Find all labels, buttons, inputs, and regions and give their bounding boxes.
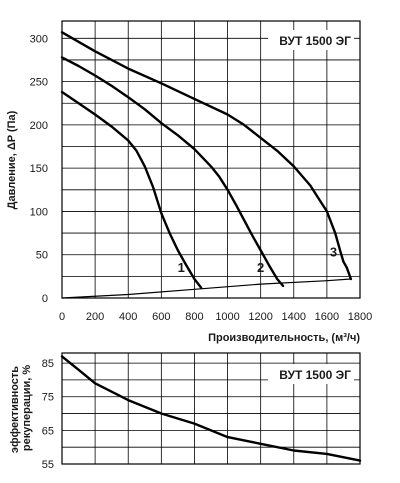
fan-curve-3-line xyxy=(60,31,353,281)
pressure-grid xyxy=(62,21,360,298)
efficiency-y-tick-label: 55 xyxy=(42,459,54,471)
fan-curve-1-line xyxy=(60,90,203,289)
pressure-y-tick-label: 50 xyxy=(36,250,48,262)
pressure-x-tick-label: 200 xyxy=(86,311,104,323)
efficiency-title-box xyxy=(268,364,354,384)
pressure-y-tick-label: 100 xyxy=(30,206,48,218)
pressure-chart: 0 200 400 600 800 1000 1200 1400 1600 1800 050100… xyxy=(6,20,372,344)
pressure-x-tick-label: 800 xyxy=(185,311,203,323)
pressure-x-tick-label: 1200 xyxy=(248,311,272,323)
pressure-y-tick-label: 250 xyxy=(30,77,48,89)
pressure-title-box xyxy=(268,30,354,50)
efficiency-series xyxy=(60,355,362,462)
pressure-series xyxy=(60,31,353,299)
pressure-curve-labels: 1 2 3 xyxy=(178,244,338,275)
pressure-y-tick-label: 150 xyxy=(30,163,48,175)
pressure-x-tick-label: 400 xyxy=(119,311,137,323)
pressure-x-tick-label: 600 xyxy=(152,311,170,323)
pressure-y-ticks: 0 50 100 150 200 250 300 xyxy=(30,33,48,305)
pressure-y-tick-label: 0 xyxy=(42,293,48,305)
pressure-x-tick-label: 1000 xyxy=(215,311,239,323)
pressure-y-tick-label: 300 xyxy=(30,33,48,45)
curve-label-3: 3 xyxy=(330,244,337,259)
efficiency-y-tick-label: 65 xyxy=(42,425,54,437)
pressure-y-tick-label: 200 xyxy=(30,120,48,132)
efficiency-y-axis-label-line2: рекуперации, % xyxy=(21,365,33,451)
curve-label-2: 2 xyxy=(257,260,264,275)
pressure-x-tick-label: 1800 xyxy=(348,311,372,323)
efficiency-y-ticks: 55 65 75 85 xyxy=(42,358,54,471)
efficiency-chart: 55 65 75 85 ВУТ 1500 ЭГ эффективность рекуп… xyxy=(9,352,362,471)
pressure-x-axis-label: Производительность, (м³/ч) xyxy=(208,332,360,344)
fan-curve-2-line xyxy=(60,56,285,288)
efficiency-y-axis-label: эффективность рекуперации, % xyxy=(9,363,33,453)
system-curve-line xyxy=(61,278,352,299)
efficiency-y-tick-label: 85 xyxy=(42,358,54,370)
efficiency-plot-frame xyxy=(61,352,361,465)
pressure-x-tick-label: 1600 xyxy=(315,311,339,323)
curve-label-1: 1 xyxy=(178,260,185,275)
pressure-y-axis-label: Давление, ΔP (Па) xyxy=(6,110,18,209)
pressure-x-tick-label: 0 xyxy=(59,311,65,323)
efficiency-y-tick-label: 75 xyxy=(42,392,54,404)
efficiency-chart-title: ВУТ 1500 ЭГ xyxy=(279,368,351,382)
efficiency-y-axis-label-line1: эффективность xyxy=(9,366,21,453)
pressure-x-ticks: 0 200 400 600 800 1000 1200 1400 1600 1800 xyxy=(59,311,372,323)
efficiency-curve-line xyxy=(60,355,362,462)
pressure-plot-frame xyxy=(61,20,361,299)
pressure-x-tick-label: 1400 xyxy=(282,311,306,323)
pressure-chart-title: ВУТ 1500 ЭГ xyxy=(279,34,351,48)
